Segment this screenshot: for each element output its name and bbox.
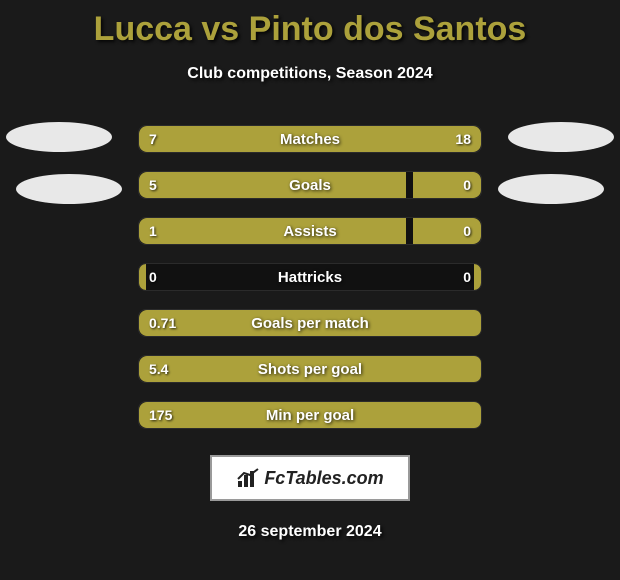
stat-label: Goals [139,172,481,198]
stat-row: 00Hattricks [138,263,482,291]
brand-box[interactable]: FcTables.com [210,455,410,501]
stat-label: Goals per match [139,310,481,336]
stat-label: Min per goal [139,402,481,428]
brand-bar-icon [236,467,260,489]
stat-label: Hattricks [139,264,481,290]
comparison-chart: 718Matches 50Goals 10Assists 00Hattricks 0.7… [0,125,620,429]
page-title: Lucca vs Pinto dos Santos [0,0,620,49]
stat-row: 0.71Goals per match [138,309,482,337]
brand-text: FcTables.com [264,468,383,489]
stat-label: Assists [139,218,481,244]
stat-row: 718Matches [138,125,482,153]
date-text: 26 september 2024 [0,523,620,541]
stat-row: 175Min per goal [138,401,482,429]
stat-label: Matches [139,126,481,152]
stat-row: 10Assists [138,217,482,245]
subtitle: Club competitions, Season 2024 [0,65,620,83]
stat-label: Shots per goal [139,356,481,382]
stat-row: 5.4Shots per goal [138,355,482,383]
stat-row: 50Goals [138,171,482,199]
